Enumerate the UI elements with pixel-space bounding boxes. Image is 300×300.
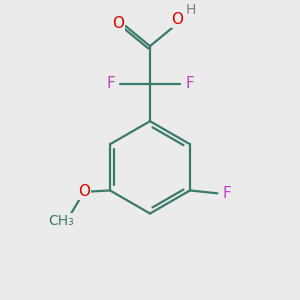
Text: F: F (185, 76, 194, 91)
Text: F: F (222, 186, 231, 201)
Text: H: H (185, 3, 196, 17)
Text: F: F (106, 76, 115, 91)
Text: O: O (112, 16, 124, 31)
Text: CH₃: CH₃ (48, 214, 74, 228)
Text: O: O (171, 12, 183, 27)
Text: O: O (78, 184, 90, 200)
